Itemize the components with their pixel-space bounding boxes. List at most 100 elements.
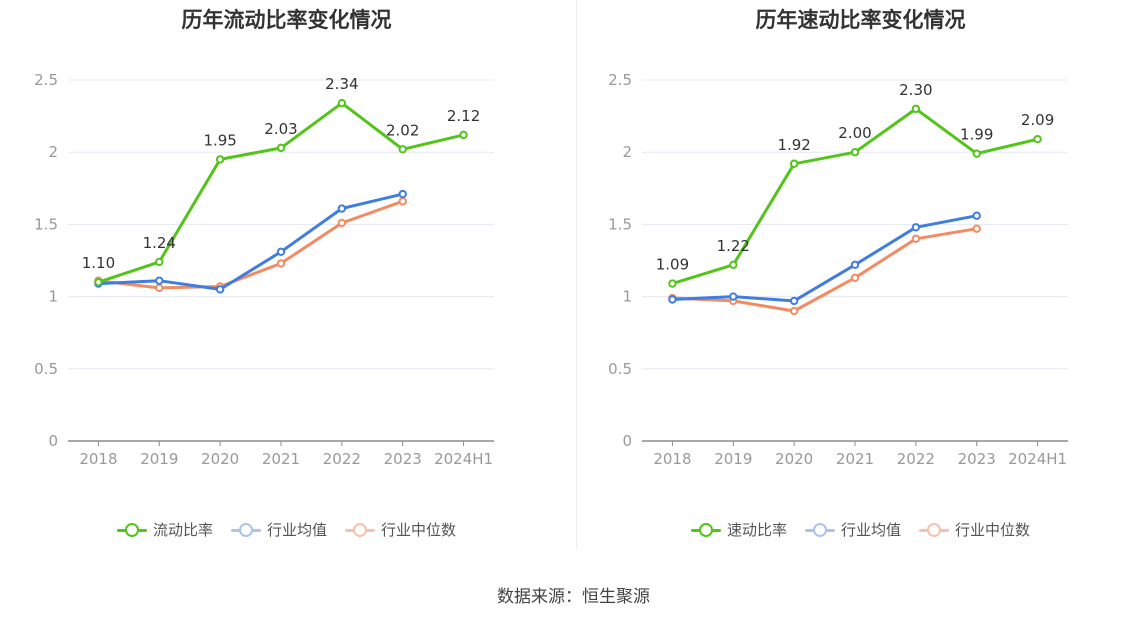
data-point [668,279,677,288]
legend-line-icon [690,522,721,537]
x-tick-label: 2018 [79,450,117,468]
data-point [789,296,799,306]
data-point [459,130,468,140]
chart-plot-area: 0 0.5 1 1.5 2 2.5 2018 2019 2020 2021 2022 2023 2024… [34,71,494,468]
data-point [398,145,407,154]
data-point [155,283,164,293]
data-point [850,273,860,283]
x-tick-label: 2023 [384,450,422,468]
legend-item-industry-median[interactable]: 行业中位数 [919,519,1030,540]
x-tick-label: 2024H1 [434,450,493,468]
data-point [911,234,921,244]
data-point [398,189,407,199]
x-tick-label: 2019 [714,450,752,468]
x-tick-label: 2020 [201,450,239,468]
legend-line-icon [919,522,949,537]
x-tick-label: 2022 [323,450,361,468]
data-point [155,276,164,285]
y-tick-label: 1 [48,288,58,306]
data-point [215,285,225,294]
chart-title: 历年速动比率变化情况 [755,8,966,32]
series-line-2 [670,227,979,313]
legend-label: 行业均值 [266,521,327,539]
data-label: 1.92 [777,136,810,154]
data-point [215,155,225,164]
data-label: 2.03 [264,120,297,138]
data-label: 2.12 [447,107,480,125]
data-point [972,224,981,233]
chart-title: 历年流动比率变化情况 [181,8,392,32]
x-tick-label: 2018 [653,450,691,468]
data-point [276,259,286,268]
legend-line-icon [804,522,835,537]
y-tick-label: 1.5 [608,215,632,233]
x-tick-label: 2024H1 [1008,450,1067,468]
data-label: 2.34 [325,75,358,93]
legend-line-icon [345,522,375,537]
current-ratio-chart: 历年流动比率变化情况 0 0.5 1 1.5 2 2.5 2018 2019 2020 2021 2… [0,0,573,560]
legend-line-icon [230,522,261,537]
x-tick-label: 2020 [775,450,813,468]
data-point [729,292,738,301]
data-point [668,295,677,304]
x-tick-label: 2023 [958,450,996,468]
y-tick-label: 0 [48,432,58,450]
y-tick-label: 2 [48,143,58,161]
x-tick-label: 2019 [140,450,178,468]
data-point [850,148,860,157]
legend-line-icon [116,522,147,537]
chart-legend: 速动比率 行业均值 行业中位数 [574,519,1147,540]
data-label: 2.02 [386,121,419,139]
data-point [729,260,738,270]
legend-label: 行业中位数 [955,521,1031,539]
legend-item-quick-ratio[interactable]: 速动比率 [690,519,787,540]
data-point [398,197,407,206]
y-tick-label: 2.5 [34,71,58,89]
legend-label: 行业中位数 [381,521,457,539]
data-point [911,104,921,114]
data-label: 1.99 [960,126,993,144]
data-point [1033,135,1042,144]
x-tick-label: 2022 [897,450,935,468]
data-point [276,143,286,153]
chart-legend: 流动比率 行业均值 行业中位数 [0,519,573,540]
y-tick-label: 0.5 [608,360,632,378]
y-tick-label: 0 [622,432,632,450]
legend-item-industry-mean[interactable]: 行业均值 [230,519,327,540]
data-source-note: 数据来源：恒生聚源 [497,587,650,607]
data-label: 2.30 [899,81,932,99]
data-point [276,247,286,257]
legend-label: 速动比率 [726,521,787,539]
data-label: 1.24 [143,234,176,252]
data-point [972,149,981,158]
data-point [850,260,860,270]
data-point [911,223,921,232]
series-line-1 [96,192,405,291]
legend-label: 流动比率 [152,521,213,539]
data-point [789,306,799,316]
data-label: 1.10 [82,254,115,272]
y-tick-label: 2 [622,143,632,161]
y-tick-label: 1 [622,288,632,306]
data-label: 2.09 [1021,111,1054,129]
legend-item-current-ratio[interactable]: 流动比率 [116,519,213,540]
data-point [94,277,103,287]
data-point [337,98,347,108]
legend-item-industry-median[interactable]: 行业中位数 [345,519,456,540]
y-tick-label: 1.5 [34,215,58,233]
legend-label: 行业均值 [840,521,901,539]
x-tick-label: 2021 [836,450,874,468]
quick-ratio-chart: 历年速动比率变化情况 0 0.5 1 1.5 2 2.5 2018 2019 2020 2021 2… [574,0,1147,560]
panel-divider [576,0,577,550]
data-label: 1.09 [656,256,689,274]
data-point [972,211,981,220]
y-tick-label: 0.5 [34,360,58,378]
legend-item-industry-mean[interactable]: 行业均值 [804,519,901,540]
data-point [337,218,347,228]
data-point [337,204,347,213]
data-label: 1.22 [717,237,750,255]
data-label: 2.00 [838,124,871,142]
series-line-1 [670,214,979,303]
data-point [789,159,799,168]
series-line-2 [96,199,405,290]
